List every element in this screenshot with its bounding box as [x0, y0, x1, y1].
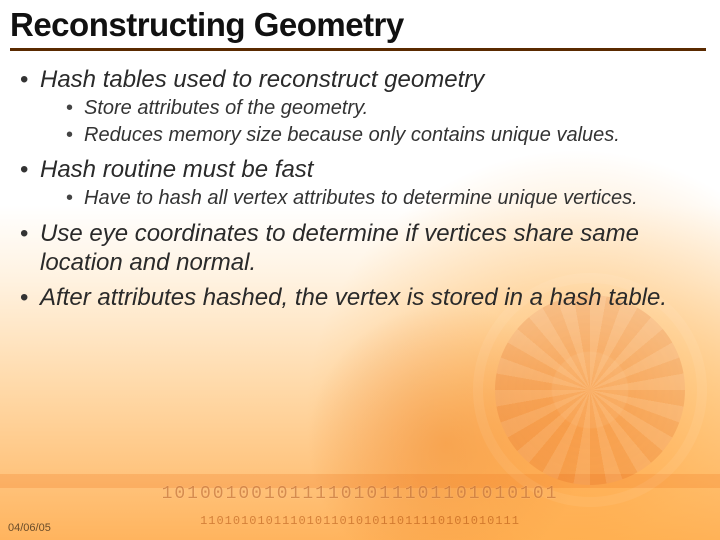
- bullet-2: Hash routine must be fast Have to hash a…: [18, 155, 706, 211]
- bullet-2-text: Hash routine must be fast: [40, 156, 313, 183]
- bullet-1b: Reduces memory size because only contain…: [66, 123, 706, 147]
- slide-content: Reconstructing Geometry Hash tables used…: [0, 0, 720, 540]
- bullet-1-sublist: Store attributes of the geometry. Reduce…: [40, 96, 706, 147]
- bullet-1: Hash tables used to reconstruct geometry…: [18, 65, 706, 147]
- footer-date: 04/06/05: [8, 522, 51, 534]
- bullet-1-text: Hash tables used to reconstruct geometry: [40, 66, 484, 93]
- bullet-4: After attributes hashed, the vertex is s…: [18, 283, 706, 312]
- bullet-list: Hash tables used to reconstruct geometry…: [10, 65, 706, 313]
- slide-title: Reconstructing Geometry: [10, 6, 706, 51]
- bullet-3: Use eye coordinates to determine if vert…: [18, 219, 706, 278]
- bullet-2a: Have to hash all vertex attributes to de…: [66, 186, 706, 210]
- bullet-2-sublist: Have to hash all vertex attributes to de…: [40, 186, 706, 210]
- bullet-1a: Store attributes of the geometry.: [66, 96, 706, 120]
